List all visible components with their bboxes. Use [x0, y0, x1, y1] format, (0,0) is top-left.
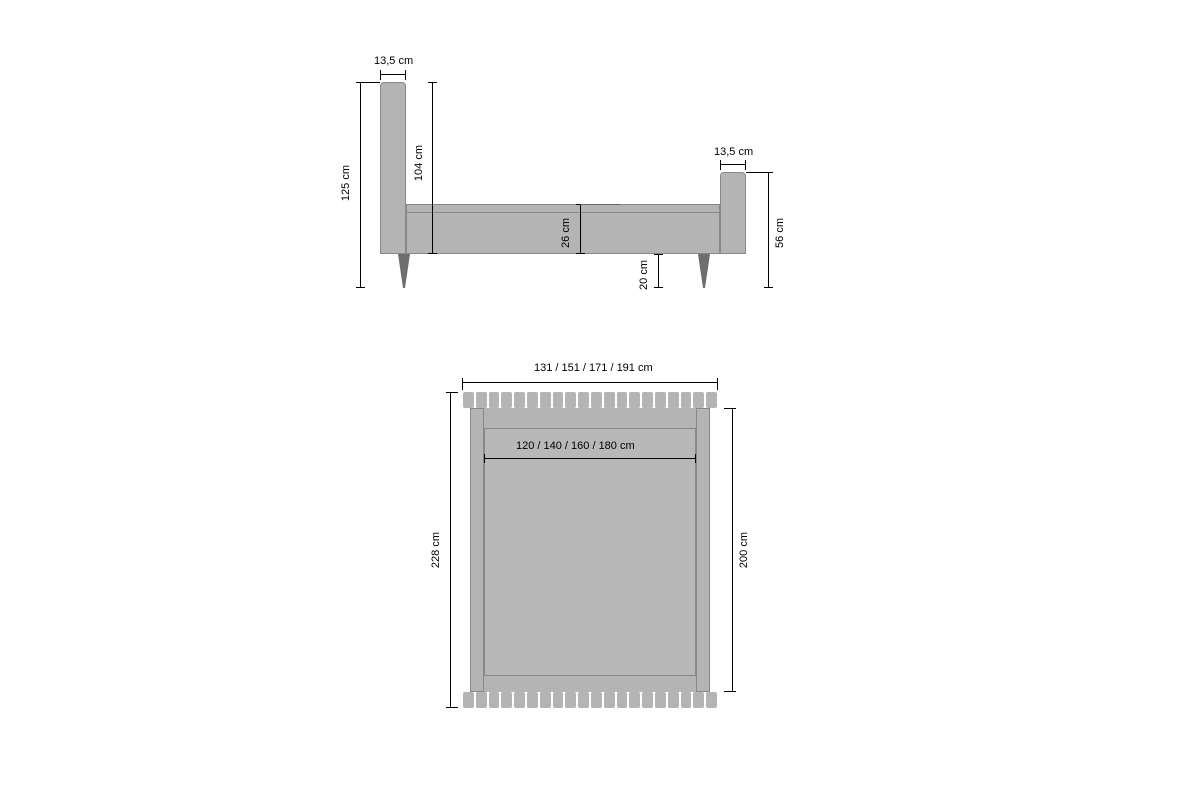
dim-footboard-width-ext-r: [745, 160, 746, 170]
dim-headboard-inner-line: [432, 82, 433, 254]
dim-outer-width: 131 / 151 / 171 / 191 cm: [534, 362, 653, 374]
dim-footboard-height: 56 cm: [774, 218, 786, 248]
dim-footboard-height-b: [764, 287, 773, 288]
dim-inner-width-r: [695, 454, 696, 463]
dim-outer-length-b: [446, 707, 458, 708]
dim-total-height: 125 cm: [340, 165, 352, 201]
side-footboard: [720, 172, 746, 254]
dim-inner-width: 120 / 140 / 160 / 180 cm: [516, 440, 635, 452]
dim-leg-height-t: [654, 254, 663, 255]
dim-headboard-width: 13,5 cm: [374, 55, 413, 67]
dim-total-height-ext-t: [360, 82, 380, 83]
dim-outer-width-r: [717, 378, 718, 390]
dim-outer-length-t: [446, 392, 458, 393]
dim-frame-height-ext: [580, 204, 620, 205]
top-ribbed-foot: [462, 692, 718, 708]
dim-outer-length-line: [450, 392, 451, 708]
top-rail-right: [696, 408, 710, 692]
dim-headboard-width-line: [380, 74, 406, 75]
dim-inner-length-b: [724, 691, 736, 692]
side-frame-accent: [406, 212, 720, 213]
dim-inner-width-line: [484, 458, 696, 459]
dim-headboard-inner-b: [428, 253, 437, 254]
dim-frame-height-b: [576, 253, 585, 254]
side-leg-left: [394, 254, 414, 288]
dim-total-height-b: [356, 287, 365, 288]
dim-outer-width-line: [462, 382, 718, 383]
dim-outer-length: 228 cm: [430, 532, 442, 568]
side-headboard: [380, 82, 406, 254]
dim-inner-length: 200 cm: [738, 532, 750, 568]
dim-headboard-inner: 104 cm: [413, 145, 425, 181]
dim-footboard-width-line: [720, 164, 746, 165]
dim-headboard-inner-t: [428, 82, 437, 83]
dim-leg-height-b: [654, 287, 663, 288]
dim-footboard-height-ext: [746, 172, 768, 173]
dim-headboard-width-ext-r: [405, 70, 406, 80]
dim-frame-height: 26 cm: [560, 218, 572, 248]
dim-leg-height: 20 cm: [638, 260, 650, 290]
top-rail-left: [470, 408, 484, 692]
dim-frame-height-line: [580, 204, 581, 254]
dim-total-height-line: [360, 82, 361, 288]
top-ribbed-head: [462, 392, 718, 408]
dim-inner-length-t: [724, 408, 736, 409]
dim-inner-length-line: [732, 408, 733, 692]
dim-leg-height-line: [658, 254, 659, 288]
dim-headboard-width-ext-l: [380, 70, 381, 80]
dim-footboard-width: 13,5 cm: [714, 146, 753, 158]
dim-outer-width-l: [462, 378, 463, 390]
top-inner: [484, 428, 696, 676]
dim-footboard-height-line: [768, 172, 769, 288]
dim-footboard-width-ext-l: [720, 160, 721, 170]
dim-inner-width-l: [484, 454, 485, 463]
side-leg-right: [694, 254, 714, 288]
